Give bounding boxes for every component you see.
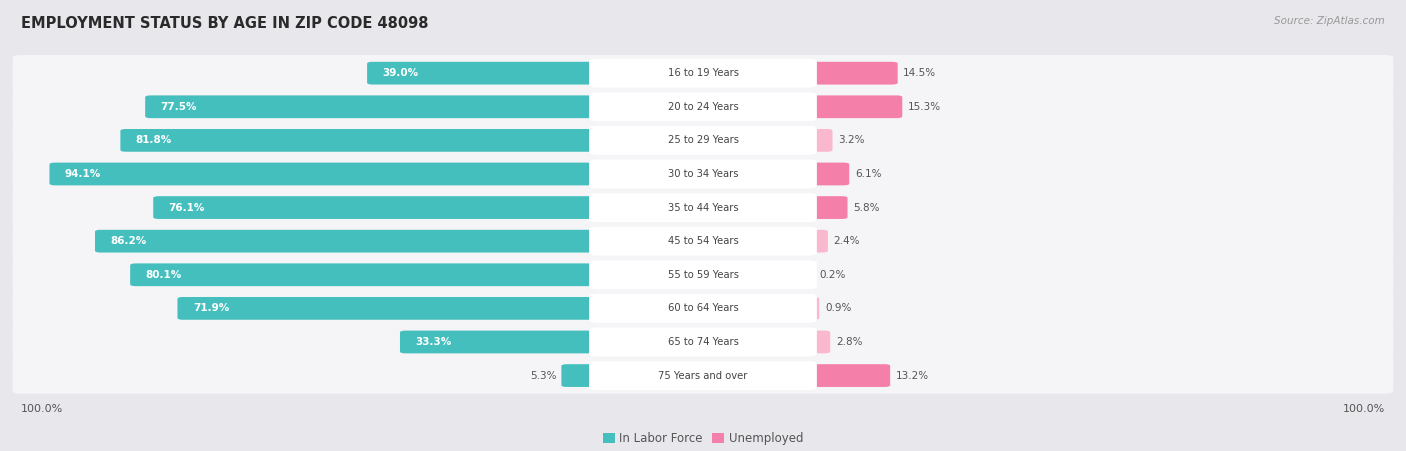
FancyBboxPatch shape bbox=[177, 297, 603, 320]
Text: 100.0%: 100.0% bbox=[21, 404, 63, 414]
FancyBboxPatch shape bbox=[803, 129, 832, 152]
Text: 5.8%: 5.8% bbox=[853, 202, 880, 212]
Text: 100.0%: 100.0% bbox=[1343, 404, 1385, 414]
Text: 81.8%: 81.8% bbox=[136, 135, 172, 145]
Text: 0.9%: 0.9% bbox=[825, 304, 851, 313]
FancyBboxPatch shape bbox=[153, 196, 603, 219]
FancyBboxPatch shape bbox=[13, 257, 1393, 293]
Text: 15.3%: 15.3% bbox=[908, 102, 941, 112]
Text: 14.5%: 14.5% bbox=[903, 68, 936, 78]
Text: 60 to 64 Years: 60 to 64 Years bbox=[668, 304, 738, 313]
Text: 71.9%: 71.9% bbox=[193, 304, 229, 313]
Text: Source: ZipAtlas.com: Source: ZipAtlas.com bbox=[1274, 16, 1385, 26]
FancyBboxPatch shape bbox=[561, 364, 603, 387]
FancyBboxPatch shape bbox=[589, 160, 817, 189]
FancyBboxPatch shape bbox=[13, 290, 1393, 327]
Text: 16 to 19 Years: 16 to 19 Years bbox=[668, 68, 738, 78]
FancyBboxPatch shape bbox=[803, 230, 828, 253]
FancyBboxPatch shape bbox=[803, 96, 903, 118]
Text: 75 Years and over: 75 Years and over bbox=[658, 371, 748, 381]
FancyBboxPatch shape bbox=[803, 297, 820, 320]
Text: 35 to 44 Years: 35 to 44 Years bbox=[668, 202, 738, 212]
FancyBboxPatch shape bbox=[13, 122, 1393, 159]
Text: 65 to 74 Years: 65 to 74 Years bbox=[668, 337, 738, 347]
Text: 30 to 34 Years: 30 to 34 Years bbox=[668, 169, 738, 179]
FancyBboxPatch shape bbox=[367, 62, 603, 84]
FancyBboxPatch shape bbox=[803, 331, 830, 353]
Text: 2.4%: 2.4% bbox=[834, 236, 860, 246]
Text: 0.2%: 0.2% bbox=[820, 270, 846, 280]
FancyBboxPatch shape bbox=[13, 357, 1393, 394]
FancyBboxPatch shape bbox=[96, 230, 603, 253]
FancyBboxPatch shape bbox=[589, 92, 817, 121]
FancyBboxPatch shape bbox=[803, 62, 897, 84]
Text: 45 to 54 Years: 45 to 54 Years bbox=[668, 236, 738, 246]
FancyBboxPatch shape bbox=[13, 156, 1393, 192]
Text: 77.5%: 77.5% bbox=[160, 102, 197, 112]
FancyBboxPatch shape bbox=[13, 55, 1393, 91]
FancyBboxPatch shape bbox=[589, 361, 817, 390]
Text: 5.3%: 5.3% bbox=[530, 371, 557, 381]
FancyBboxPatch shape bbox=[803, 163, 849, 185]
FancyBboxPatch shape bbox=[13, 88, 1393, 125]
Text: 80.1%: 80.1% bbox=[146, 270, 181, 280]
FancyBboxPatch shape bbox=[13, 189, 1393, 226]
FancyBboxPatch shape bbox=[589, 327, 817, 356]
Text: 55 to 59 Years: 55 to 59 Years bbox=[668, 270, 738, 280]
Text: 2.8%: 2.8% bbox=[835, 337, 862, 347]
FancyBboxPatch shape bbox=[589, 126, 817, 155]
FancyBboxPatch shape bbox=[49, 163, 603, 185]
FancyBboxPatch shape bbox=[13, 223, 1393, 259]
Text: 3.2%: 3.2% bbox=[838, 135, 865, 145]
FancyBboxPatch shape bbox=[589, 294, 817, 323]
Text: 86.2%: 86.2% bbox=[111, 236, 146, 246]
FancyBboxPatch shape bbox=[131, 263, 603, 286]
Text: 33.3%: 33.3% bbox=[415, 337, 451, 347]
Legend: In Labor Force, Unemployed: In Labor Force, Unemployed bbox=[603, 432, 803, 445]
FancyBboxPatch shape bbox=[589, 260, 817, 289]
FancyBboxPatch shape bbox=[13, 324, 1393, 360]
FancyBboxPatch shape bbox=[121, 129, 603, 152]
FancyBboxPatch shape bbox=[589, 227, 817, 256]
FancyBboxPatch shape bbox=[803, 364, 890, 387]
FancyBboxPatch shape bbox=[589, 193, 817, 222]
Text: 39.0%: 39.0% bbox=[382, 68, 419, 78]
Text: 13.2%: 13.2% bbox=[896, 371, 929, 381]
Text: 76.1%: 76.1% bbox=[169, 202, 205, 212]
FancyBboxPatch shape bbox=[589, 59, 817, 87]
FancyBboxPatch shape bbox=[803, 196, 848, 219]
Text: 94.1%: 94.1% bbox=[65, 169, 101, 179]
FancyBboxPatch shape bbox=[145, 96, 603, 118]
Text: 25 to 29 Years: 25 to 29 Years bbox=[668, 135, 738, 145]
Text: EMPLOYMENT STATUS BY AGE IN ZIP CODE 48098: EMPLOYMENT STATUS BY AGE IN ZIP CODE 480… bbox=[21, 16, 429, 31]
Text: 6.1%: 6.1% bbox=[855, 169, 882, 179]
Text: 20 to 24 Years: 20 to 24 Years bbox=[668, 102, 738, 112]
FancyBboxPatch shape bbox=[399, 331, 603, 353]
